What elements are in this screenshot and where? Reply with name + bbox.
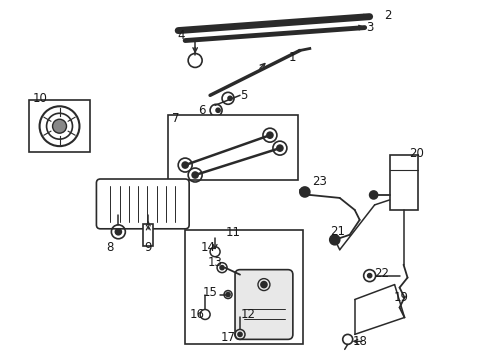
Text: 3: 3	[366, 21, 373, 34]
Text: 13: 13	[208, 256, 222, 269]
Circle shape	[192, 172, 198, 178]
Text: 17: 17	[220, 331, 236, 344]
Circle shape	[267, 132, 273, 138]
Bar	[185, 230, 303, 345]
Text: 15: 15	[203, 286, 218, 299]
Text: 7: 7	[172, 112, 180, 125]
Text: 6: 6	[198, 104, 206, 117]
Circle shape	[369, 191, 378, 199]
Text: 11: 11	[225, 226, 241, 239]
Text: 9: 9	[145, 241, 152, 254]
Circle shape	[226, 293, 230, 297]
Circle shape	[277, 145, 283, 151]
Text: 12: 12	[241, 308, 255, 321]
Circle shape	[220, 266, 224, 270]
Text: 5: 5	[240, 89, 247, 102]
Circle shape	[368, 274, 371, 278]
Bar	[28, 100, 91, 152]
Text: 21: 21	[330, 225, 345, 238]
Text: 19: 19	[394, 291, 409, 304]
Text: 16: 16	[190, 308, 205, 321]
Text: 8: 8	[107, 241, 114, 254]
FancyBboxPatch shape	[235, 270, 293, 339]
Text: 23: 23	[312, 175, 327, 189]
Circle shape	[182, 162, 188, 168]
Bar	[168, 115, 298, 180]
FancyBboxPatch shape	[97, 179, 189, 229]
Circle shape	[238, 332, 242, 336]
Text: 1: 1	[289, 51, 296, 64]
Bar	[143, 224, 153, 246]
Circle shape	[261, 282, 267, 288]
Text: 2: 2	[384, 9, 392, 22]
Text: 22: 22	[374, 267, 389, 280]
Bar	[390, 155, 417, 210]
Text: 10: 10	[33, 92, 48, 105]
Text: 14: 14	[200, 241, 216, 254]
Text: 4: 4	[177, 29, 185, 42]
Text: 18: 18	[352, 335, 367, 348]
Text: 20: 20	[409, 147, 424, 159]
Circle shape	[216, 108, 220, 112]
Circle shape	[300, 187, 310, 197]
Circle shape	[228, 96, 232, 100]
Circle shape	[115, 229, 122, 235]
Circle shape	[330, 235, 340, 245]
Circle shape	[52, 119, 67, 133]
